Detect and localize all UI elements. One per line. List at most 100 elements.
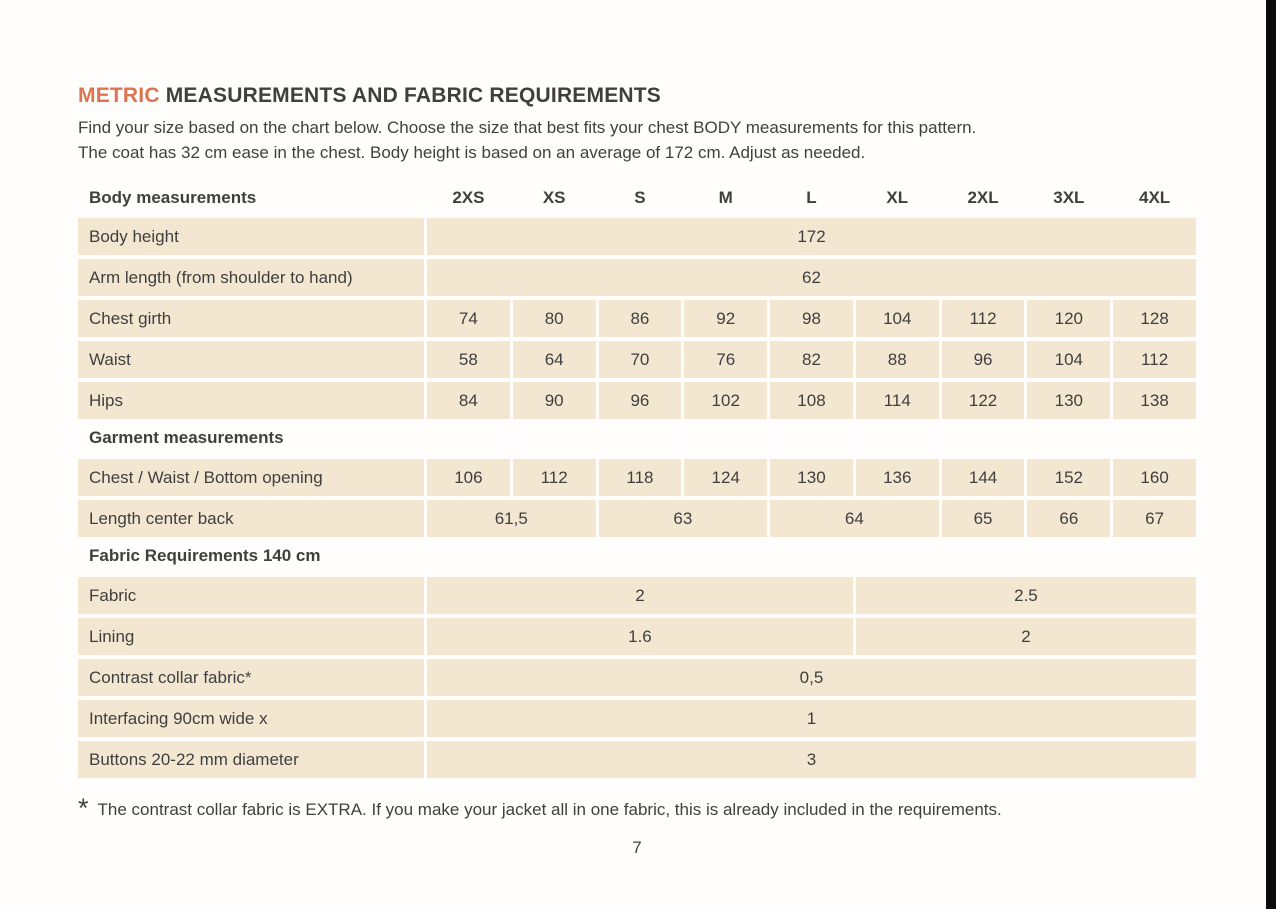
table-cell: 2.5 [855, 577, 1196, 614]
table-cell: 172 [427, 218, 1196, 255]
page-edge-bar [1266, 0, 1276, 909]
table-cell: 152 [1027, 459, 1111, 496]
column-header-label: Body measurements [89, 188, 257, 207]
table-cell: 1.6 [427, 618, 853, 655]
table-row: Hips 84 90 96 102 108 114 122 130 138 [78, 382, 1196, 419]
table-row: Body height 172 [78, 218, 1196, 255]
table-row: Arm length (from shoulder to hand) 62 [78, 259, 1196, 296]
table-cell: 2 [427, 577, 853, 614]
table-row: Chest / Waist / Bottom opening 106 112 118 1… [78, 459, 1196, 496]
table-cell: 76 [684, 341, 768, 378]
table-row: Contrast collar fabric* 0,5 [78, 659, 1196, 696]
table-cell: 96 [598, 382, 682, 419]
table-cell: 136 [855, 459, 939, 496]
table-cell: 124 [684, 459, 768, 496]
table-cell: 84 [427, 382, 510, 419]
table-row: Buttons 20-22 mm diameter 3 [78, 741, 1196, 778]
row-label: Waist [78, 341, 424, 378]
table-cell: 62 [427, 259, 1196, 296]
table-cell: 128 [1113, 300, 1196, 337]
table-cell: 102 [684, 382, 768, 419]
size-column-header: XL [886, 188, 909, 207]
table-cell: 104 [855, 300, 939, 337]
size-column-header: 2XS [452, 188, 485, 207]
table-cell: 66 [1027, 500, 1111, 537]
size-column-header: L [806, 188, 817, 207]
table-header-row: Body measurements 2XS XS S M L XL 2XL 3XL 4XL [78, 183, 1196, 213]
table-row: Length center back 61,5 63 64 65 66 67 [78, 500, 1196, 537]
row-label: Contrast collar fabric* [78, 659, 424, 696]
section-header: Fabric Requirements 140 cm [89, 546, 321, 565]
table-cell: 82 [770, 341, 853, 378]
size-column-header: 2XL [967, 188, 999, 207]
page-number: 7 [632, 838, 642, 857]
table-cell: 98 [770, 300, 853, 337]
table-cell: 114 [855, 382, 939, 419]
table-cell: 61,5 [427, 500, 596, 537]
table-cell: 74 [427, 300, 510, 337]
page-title-accent: METRIC [78, 84, 160, 107]
table-cell: 112 [941, 300, 1025, 337]
table-cell: 138 [1113, 382, 1196, 419]
size-column-header: 4XL [1139, 188, 1171, 207]
table-cell: 130 [770, 459, 853, 496]
table-cell: 64 [512, 341, 596, 378]
table-cell: 92 [684, 300, 768, 337]
table-cell: 130 [1027, 382, 1111, 419]
row-label: Fabric [78, 577, 424, 614]
size-column-header: XS [542, 188, 566, 207]
footnote: * The contrast collar fabric is EXTRA. I… [78, 793, 1198, 823]
table-cell: 96 [941, 341, 1025, 378]
table-cell: 86 [598, 300, 682, 337]
page-title-rest: MEASUREMENTS AND FABRIC REQUIREMENTS [159, 84, 662, 107]
row-label: Hips [78, 382, 424, 419]
intro-text: Find your size based on the chart below.… [78, 115, 1196, 165]
table-cell: 106 [427, 459, 510, 496]
table-row: Lining 1.6 2 [78, 618, 1196, 655]
table-row: Chest girth 74 80 86 92 98 104 112 120 128 [78, 300, 1196, 337]
row-label: Chest / Waist / Bottom opening [78, 459, 424, 496]
row-label: Lining [78, 618, 424, 655]
size-column-header: 3XL [1053, 188, 1085, 207]
table-cell: 104 [1027, 341, 1111, 378]
intro-line-2: The coat has 32 cm ease in the chest. Bo… [78, 143, 866, 162]
table-cell: 90 [512, 382, 596, 419]
row-label: Length center back [78, 500, 424, 537]
page-content: METRIC MEASUREMENTS AND FABRIC REQUIREME… [78, 84, 1198, 857]
table-cell: 3 [427, 741, 1196, 778]
table-cell: 112 [512, 459, 596, 496]
table-cell: 2 [855, 618, 1196, 655]
size-chart-table: Body measurements 2XS XS S M L XL 2XL 3XL 4XL Body… [78, 183, 1196, 778]
table-row: Waist 58 64 70 76 82 88 96 104 112 [78, 341, 1196, 378]
table-cell: 0,5 [427, 659, 1196, 696]
table-cell: 63 [598, 500, 768, 537]
size-column-header: M [718, 188, 733, 207]
table-cell: 70 [598, 341, 682, 378]
footnote-text: The contrast collar fabric is EXTRA. If … [97, 800, 1002, 819]
row-label: Chest girth [78, 300, 424, 337]
table-cell: 160 [1113, 459, 1196, 496]
row-label: Interfacing 90cm wide x [78, 700, 424, 737]
table-cell: 65 [941, 500, 1025, 537]
table-cell: 1 [427, 700, 1196, 737]
row-label: Body height [78, 218, 424, 255]
intro-line-1: Find your size based on the chart below.… [78, 118, 977, 137]
table-row: Fabric 2 2.5 [78, 577, 1196, 614]
footnote-asterisk: * [78, 793, 89, 823]
table-cell: 88 [855, 341, 939, 378]
table-cell: 112 [1113, 341, 1196, 378]
page-title: METRIC MEASUREMENTS AND FABRIC REQUIREME… [78, 84, 1196, 107]
table-cell: 108 [770, 382, 853, 419]
size-column-header: S [634, 188, 646, 207]
table-cell: 58 [427, 341, 510, 378]
table-cell: 80 [512, 300, 596, 337]
table-cell: 118 [598, 459, 682, 496]
section-header: Garment measurements [89, 428, 284, 447]
row-label: Buttons 20-22 mm diameter [78, 741, 424, 778]
table-cell: 67 [1113, 500, 1196, 537]
table-cell: 122 [941, 382, 1025, 419]
table-cell: 120 [1027, 300, 1111, 337]
table-cell: 144 [941, 459, 1025, 496]
